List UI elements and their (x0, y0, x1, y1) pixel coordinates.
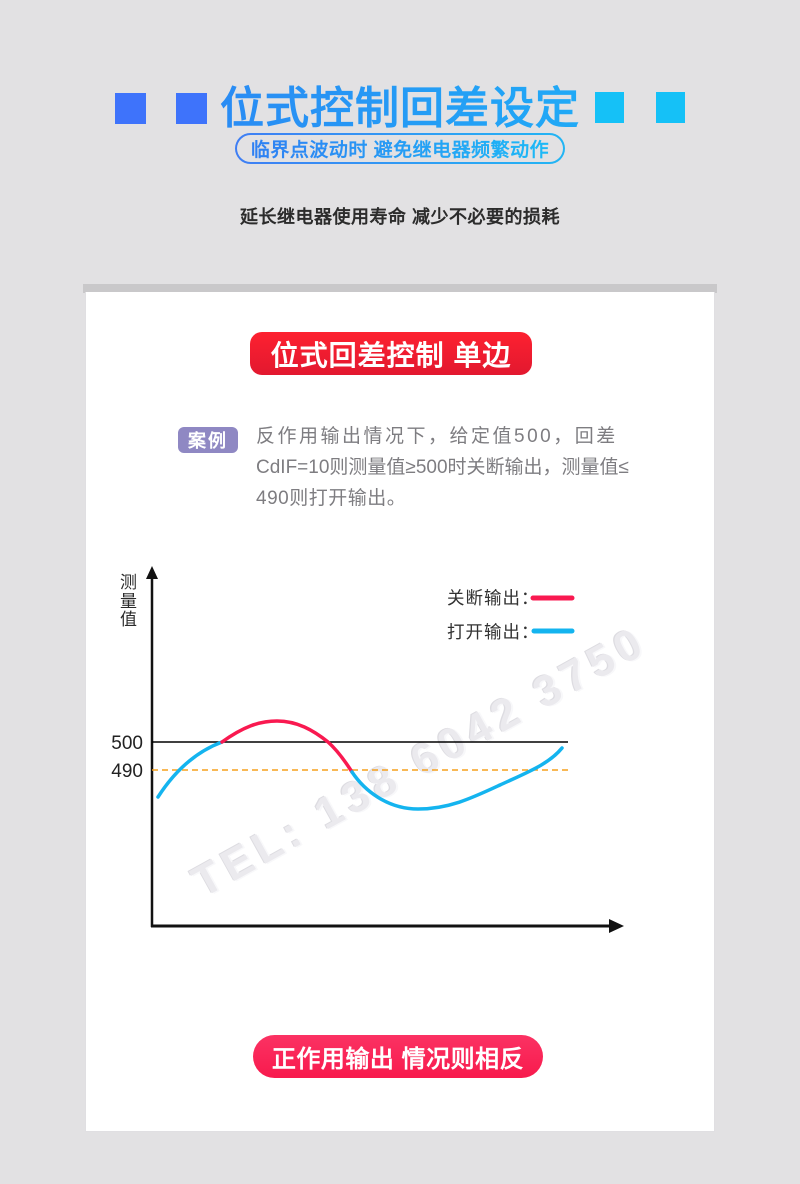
deco-square-icon (115, 93, 146, 124)
threshold-490-label: 490 (111, 761, 143, 782)
y-axis-arrow-icon (146, 566, 158, 579)
curve-closed-output (220, 719, 354, 774)
case-description: 反作用输出情况下，给定值500，回差 CdIF=10则测量值≥500时关断输出，… (256, 421, 629, 514)
y-axis-label: 测量值 (120, 573, 137, 629)
legend-open-label: 打开输出： (447, 622, 540, 642)
subtitle-pill: 临界点波动时 避免继电器频繁动作 (235, 133, 565, 164)
deco-square-icon (176, 93, 207, 124)
threshold-500-label: 500 (111, 733, 143, 754)
case-badge: 案例 (178, 427, 238, 453)
deco-square-icon (656, 92, 685, 123)
footer-pill: 正作用输出 情况则相反 (253, 1035, 543, 1078)
legend-closed-label: 关断输出： (447, 588, 540, 608)
deco-square-icon (595, 92, 624, 123)
hysteresis-chart: 500 490 关断输出： 打开输出： (111, 566, 624, 933)
x-axis-arrow-icon (609, 919, 624, 933)
curve-open-output-right (350, 746, 564, 811)
section-banner: 位式回差控制 单边 (250, 332, 532, 375)
curve-open-output-left (156, 740, 224, 799)
subtitle-pill-inner: 临界点波动时 避免继电器频繁动作 (237, 135, 563, 162)
case-line: 反作用输出情况下，给定值500，回差 (256, 426, 618, 447)
case-line: 490则打开输出。 (256, 488, 407, 509)
case-line: CdIF=10则测量值≥500时关断输出，测量值≤ (256, 457, 629, 478)
card-top-shadow (83, 284, 717, 293)
subtitle-text: 临界点波动时 避免继电器频繁动作 (251, 135, 549, 162)
tagline-text: 延长继电器使用寿命 减少不必要的损耗 (240, 207, 560, 227)
page-title: 位式控制回差设定 (0, 72, 800, 136)
